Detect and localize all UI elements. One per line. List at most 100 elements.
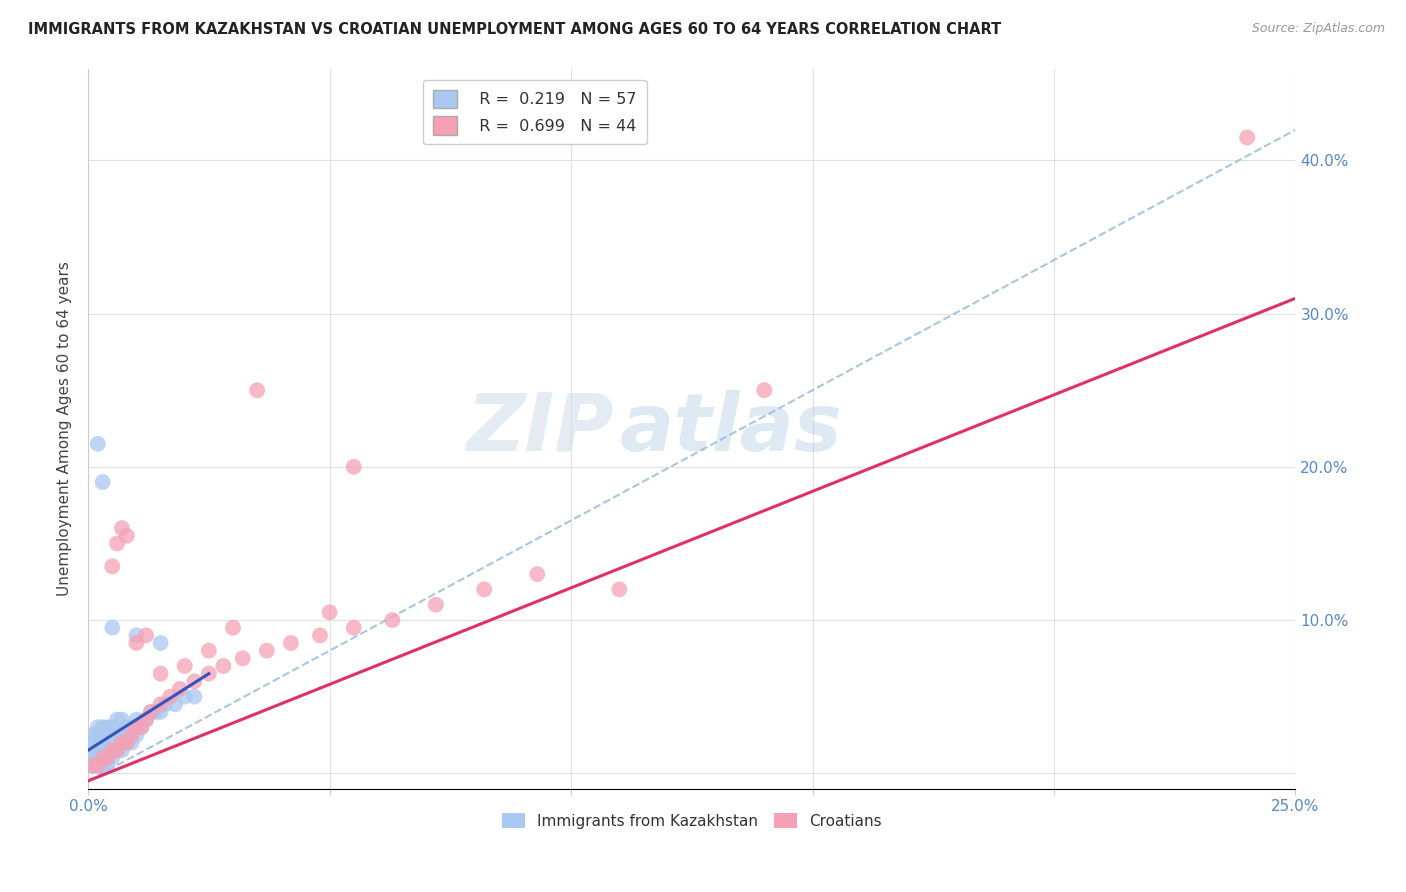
- Point: [87, 437, 110, 451]
- Point: [87, 758, 110, 772]
- Point: [111, 735, 134, 749]
- Text: IMMIGRANTS FROM KAZAKHSTAN VS CROATIAN UNEMPLOYMENT AMONG AGES 60 TO 64 YEARS CO: IMMIGRANTS FROM KAZAKHSTAN VS CROATIAN U…: [28, 22, 1001, 37]
- Point: [115, 529, 138, 543]
- Point: [125, 713, 148, 727]
- Point: [149, 705, 172, 719]
- Text: atlas: atlas: [620, 390, 842, 467]
- Point: [105, 536, 128, 550]
- Point: [82, 758, 104, 772]
- Point: [526, 567, 548, 582]
- Point: [101, 751, 124, 765]
- Point: [87, 758, 110, 772]
- Point: [96, 751, 118, 765]
- Point: [1236, 130, 1258, 145]
- Point: [91, 751, 114, 765]
- Point: [82, 743, 104, 757]
- Point: [125, 636, 148, 650]
- Point: [212, 659, 235, 673]
- Point: [82, 728, 104, 742]
- Point: [105, 713, 128, 727]
- Point: [105, 743, 128, 757]
- Y-axis label: Unemployment Among Ages 60 to 64 years: Unemployment Among Ages 60 to 64 years: [58, 261, 72, 596]
- Point: [91, 758, 114, 772]
- Point: [173, 690, 195, 704]
- Point: [609, 582, 631, 597]
- Point: [96, 758, 118, 772]
- Point: [96, 743, 118, 757]
- Point: [87, 720, 110, 734]
- Point: [91, 720, 114, 734]
- Point: [125, 720, 148, 734]
- Point: [256, 643, 278, 657]
- Point: [111, 728, 134, 742]
- Point: [87, 751, 110, 765]
- Point: [343, 621, 366, 635]
- Point: [246, 383, 269, 397]
- Text: ZIP: ZIP: [465, 390, 613, 467]
- Point: [91, 751, 114, 765]
- Point: [173, 659, 195, 673]
- Point: [149, 636, 172, 650]
- Point: [183, 674, 205, 689]
- Point: [87, 758, 110, 772]
- Legend: Immigrants from Kazakhstan, Croatians: Immigrants from Kazakhstan, Croatians: [496, 806, 887, 835]
- Point: [101, 743, 124, 757]
- Point: [149, 666, 172, 681]
- Point: [754, 383, 776, 397]
- Point: [155, 698, 177, 712]
- Point: [159, 690, 181, 704]
- Point: [343, 459, 366, 474]
- Point: [129, 720, 152, 734]
- Point: [135, 713, 157, 727]
- Point: [309, 628, 332, 642]
- Point: [91, 728, 114, 742]
- Point: [101, 743, 124, 757]
- Point: [105, 728, 128, 742]
- Point: [96, 728, 118, 742]
- Point: [87, 735, 110, 749]
- Point: [135, 713, 157, 727]
- Point: [82, 758, 104, 772]
- Text: Source: ZipAtlas.com: Source: ZipAtlas.com: [1251, 22, 1385, 36]
- Point: [82, 758, 104, 772]
- Point: [96, 720, 118, 734]
- Point: [145, 705, 167, 719]
- Point: [115, 720, 138, 734]
- Point: [115, 735, 138, 749]
- Point: [87, 743, 110, 757]
- Point: [87, 728, 110, 742]
- Point: [96, 751, 118, 765]
- Point: [121, 720, 143, 734]
- Point: [101, 735, 124, 749]
- Point: [91, 735, 114, 749]
- Point: [105, 743, 128, 757]
- Point: [82, 758, 104, 772]
- Point: [183, 690, 205, 704]
- Point: [125, 728, 148, 742]
- Point: [101, 621, 124, 635]
- Point: [129, 720, 152, 734]
- Point: [139, 705, 162, 719]
- Point: [82, 735, 104, 749]
- Point: [82, 751, 104, 765]
- Point: [101, 720, 124, 734]
- Point: [198, 643, 221, 657]
- Point: [101, 559, 124, 574]
- Point: [169, 681, 191, 696]
- Point: [125, 628, 148, 642]
- Point: [121, 728, 143, 742]
- Point: [280, 636, 302, 650]
- Point: [115, 735, 138, 749]
- Point: [111, 713, 134, 727]
- Point: [149, 698, 172, 712]
- Point: [222, 621, 245, 635]
- Point: [82, 751, 104, 765]
- Point: [472, 582, 495, 597]
- Point: [121, 735, 143, 749]
- Point: [91, 743, 114, 757]
- Point: [165, 698, 187, 712]
- Point: [91, 475, 114, 490]
- Point: [425, 598, 447, 612]
- Point: [381, 613, 404, 627]
- Point: [111, 743, 134, 757]
